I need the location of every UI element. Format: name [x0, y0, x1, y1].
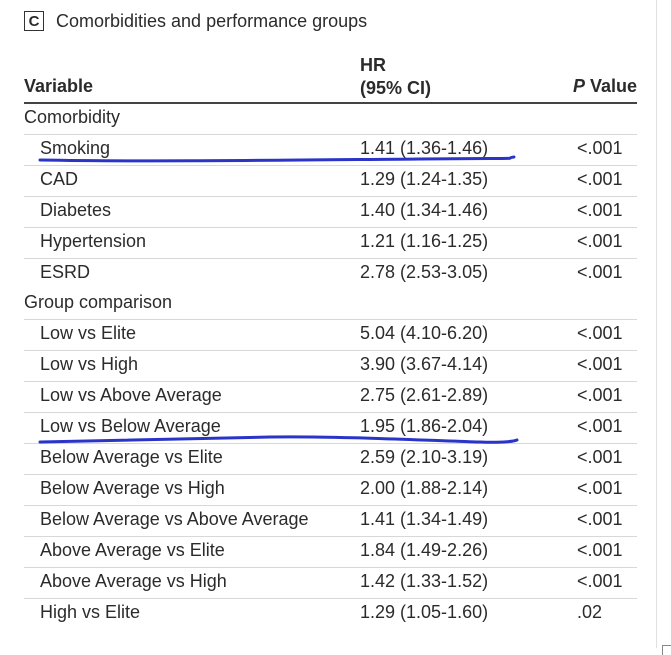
- row-p-value: <.001: [577, 571, 623, 591]
- row-hazard-ratio: 2.75 (2.61-2.89): [360, 385, 489, 405]
- table-row: Above Average vs Elite 1.84 (1.49-2.26) <.…: [24, 536, 637, 567]
- row-hazard-ratio: 1.42 (1.33-1.52): [360, 571, 489, 591]
- row-variable: Low vs Elite: [40, 323, 137, 343]
- table-row: Below Average vs Above Average 1.41 (1.34…: [24, 505, 637, 536]
- table-row: Low vs Above Average 2.75 (2.61-2.89) <.00…: [24, 381, 637, 412]
- row-hazard-ratio: 5.04 (4.10-6.20): [360, 323, 489, 343]
- row-hazard-ratio: 1.41 (1.36-1.46): [360, 138, 489, 158]
- row-p-value: <.001: [577, 540, 623, 560]
- table-row: Above Average vs High 1.42 (1.33-1.52) <.0…: [24, 567, 637, 598]
- row-p-value: <.001: [577, 354, 623, 374]
- row-hazard-ratio: 2.00 (1.88-2.14): [360, 478, 489, 498]
- row-variable: Above Average vs Elite: [40, 540, 225, 560]
- row-hazard-ratio: 2.78 (2.53-3.05): [360, 262, 489, 282]
- row-p-value: <.001: [577, 478, 623, 498]
- row-p-value: <.001: [577, 416, 623, 436]
- table-row: Diabetes 1.40 (1.34-1.46) <.001: [24, 196, 637, 227]
- row-hazard-ratio: 1.29 (1.05-1.60): [360, 602, 489, 622]
- row-p-value: <.001: [577, 231, 623, 251]
- row-variable: Low vs High: [40, 354, 139, 374]
- table-row: Below Average vs High 2.00 (1.88-2.14) <.0…: [24, 474, 637, 505]
- panel-title: Comorbidities and performance groups: [56, 10, 368, 31]
- table-row: Hypertension 1.21 (1.16-1.25) <.001: [24, 227, 637, 258]
- row-variable: High vs Elite: [40, 602, 141, 622]
- row-variable: Above Average vs High: [40, 571, 227, 591]
- table-row: Below Average vs Elite 2.59 (2.10-3.19) <.…: [24, 443, 637, 474]
- row-p-value: .02: [577, 602, 603, 622]
- row-variable: Diabetes: [40, 200, 112, 220]
- table-row: Low vs Below Average 1.95 (1.86-2.04) <.00…: [24, 412, 637, 443]
- table-row: High vs Elite 1.29 (1.05-1.60) .02: [24, 598, 637, 629]
- panel-header: C Comorbidities and performance groups: [24, 8, 367, 34]
- row-hazard-ratio: 1.40 (1.34-1.46): [360, 200, 489, 220]
- row-p-value: <.001: [577, 262, 623, 282]
- table-row: ESRD 2.78 (2.53-3.05) <.001: [24, 258, 637, 289]
- row-hazard-ratio: 1.84 (1.49-2.26): [360, 540, 489, 560]
- row-hazard-ratio: 1.29 (1.24-1.35): [360, 169, 489, 189]
- row-hazard-ratio: 3.90 (3.67-4.14): [360, 354, 489, 374]
- row-p-value: <.001: [577, 138, 623, 158]
- row-hazard-ratio: 1.21 (1.16-1.25): [360, 231, 489, 251]
- table-row: Low vs Elite 5.04 (4.10-6.20) <.001: [24, 319, 637, 350]
- row-hazard-ratio: 2.59 (2.10-3.19): [360, 447, 489, 467]
- p-italic: P: [572, 76, 585, 96]
- p-value-word: Value: [584, 76, 637, 96]
- row-p-value: <.001: [577, 447, 623, 467]
- row-variable: Below Average vs High: [40, 478, 225, 498]
- column-header-hr-line2: (95% CI): [360, 78, 432, 98]
- table-row: Smoking 1.41 (1.36-1.46) <.001: [24, 134, 637, 165]
- row-variable: Hypertension: [40, 231, 147, 251]
- crop-corner-mark: [662, 645, 671, 655]
- row-variable: Low vs Below Average: [40, 416, 221, 436]
- section-label: Comorbidity: [24, 107, 121, 127]
- row-p-value: <.001: [577, 509, 623, 529]
- section-label: Group comparison: [24, 292, 173, 312]
- column-header-hr: HR (95% CI): [360, 54, 431, 100]
- row-variable: CAD: [40, 169, 79, 189]
- row-p-value: <.001: [577, 323, 623, 343]
- column-header-p-value: P Value: [573, 76, 637, 97]
- row-variable: Below Average vs Above Average: [40, 509, 309, 529]
- row-hazard-ratio: 1.41 (1.34-1.49): [360, 509, 489, 529]
- table-row: Low vs High 3.90 (3.67-4.14) <.001: [24, 350, 637, 381]
- row-p-value: <.001: [577, 200, 623, 220]
- row-p-value: <.001: [577, 169, 623, 189]
- row-variable: ESRD: [40, 262, 91, 282]
- column-header-variable: Variable: [24, 76, 94, 96]
- row-hazard-ratio: 1.95 (1.86-2.04): [360, 416, 489, 436]
- page-edge-divider: [656, 0, 657, 648]
- row-variable: Low vs Above Average: [40, 385, 222, 405]
- panel-letter: C: [24, 11, 44, 31]
- row-variable: Smoking: [40, 138, 111, 158]
- column-header-hr-line1: HR: [360, 55, 386, 75]
- row-variable: Below Average vs Elite: [40, 447, 223, 467]
- row-p-value: <.001: [577, 385, 623, 405]
- header-rule: [24, 102, 637, 104]
- table-row: CAD 1.29 (1.24-1.35) <.001: [24, 165, 637, 196]
